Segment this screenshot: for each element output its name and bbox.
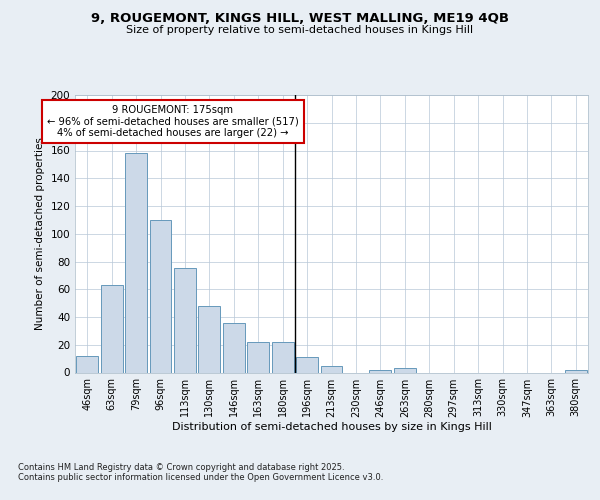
Bar — [199, 306, 220, 372]
Bar — [296, 357, 318, 372]
Y-axis label: Number of semi-detached properties: Number of semi-detached properties — [35, 138, 45, 330]
Bar — [370, 370, 391, 372]
Text: Size of property relative to semi-detached houses in Kings Hill: Size of property relative to semi-detach… — [127, 25, 473, 35]
Bar — [223, 322, 245, 372]
Text: Contains HM Land Registry data © Crown copyright and database right 2025.
Contai: Contains HM Land Registry data © Crown c… — [18, 462, 383, 482]
Bar — [565, 370, 587, 372]
Bar — [174, 268, 196, 372]
Text: 9, ROUGEMONT, KINGS HILL, WEST MALLING, ME19 4QB: 9, ROUGEMONT, KINGS HILL, WEST MALLING, … — [91, 12, 509, 26]
Text: 9 ROUGEMONT: 175sqm
← 96% of semi-detached houses are smaller (517)
4% of semi-d: 9 ROUGEMONT: 175sqm ← 96% of semi-detach… — [47, 104, 299, 138]
Bar — [101, 285, 122, 372]
Bar — [394, 368, 416, 372]
Bar — [272, 342, 293, 372]
Bar — [149, 220, 172, 372]
Bar — [320, 366, 343, 372]
Bar — [76, 356, 98, 372]
X-axis label: Distribution of semi-detached houses by size in Kings Hill: Distribution of semi-detached houses by … — [172, 422, 491, 432]
Bar — [247, 342, 269, 372]
Bar — [125, 154, 147, 372]
